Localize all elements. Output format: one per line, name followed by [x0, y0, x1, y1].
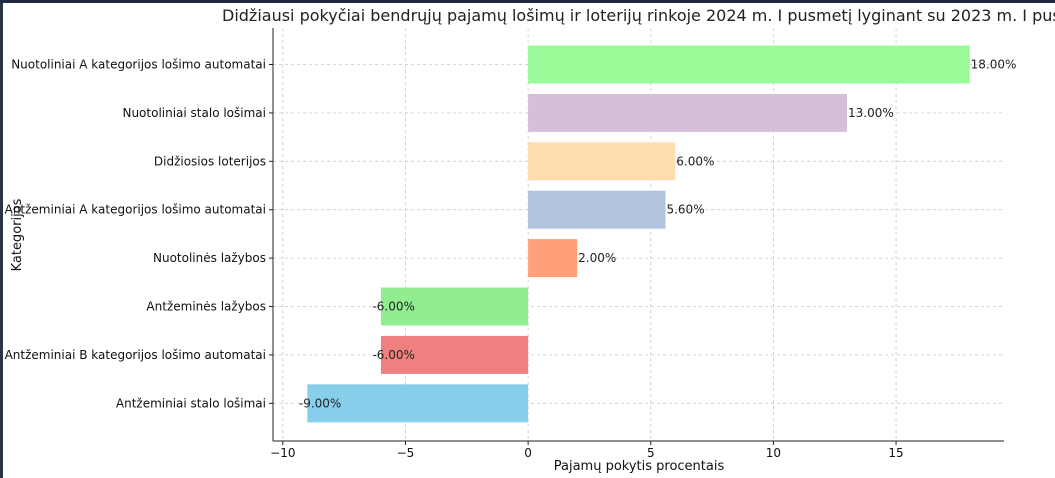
bar	[307, 384, 529, 423]
bar-value-label: -9.00%	[299, 396, 341, 410]
bar	[528, 93, 848, 132]
window-top-edge	[0, 0, 1055, 3]
category-label: Antžeminiai A kategorijos lošimo automat…	[5, 203, 266, 217]
bar-value-label: 5.60%	[666, 203, 704, 217]
x-tick-label: 15	[888, 446, 903, 460]
category-labels: Nuotoliniai A kategorijos lošimo automat…	[5, 58, 273, 410]
bar-value-label: 6.00%	[676, 154, 714, 168]
bar-value-label: -6.00%	[372, 348, 414, 362]
x-tick-label: −5	[397, 446, 415, 460]
category-label: Antžeminės lažybos	[146, 300, 266, 314]
category-label: Nuotoliniai stalo lošimai	[122, 106, 266, 120]
category-label: Antžeminiai stalo lošimai	[116, 396, 266, 410]
bar	[380, 287, 529, 326]
bars	[307, 45, 970, 423]
x-tick-label: −10	[270, 446, 295, 460]
category-label: Antžeminiai B kategorijos lošimo automat…	[5, 348, 266, 362]
bar-value-label: -6.00%	[372, 300, 414, 314]
window-left-edge	[0, 3, 3, 478]
x-axis-ticks: −10 −5 0 5 10 15	[270, 441, 904, 460]
grid-lines	[273, 28, 1004, 441]
data-labels: 18.00% 13.00% 6.00% 5.60% 2.00% -6.00% -6.00% -…	[299, 58, 1017, 411]
bar	[380, 335, 529, 374]
chart-title: Didžiausi pokyčiai bendrųjų pajamų lošim…	[222, 6, 1055, 25]
x-axis-title: Pajamų pokytis procentais	[554, 459, 725, 474]
bar	[528, 45, 970, 84]
x-tick-label: 10	[766, 446, 781, 460]
bar	[528, 190, 666, 229]
bar-value-label: 13.00%	[848, 106, 894, 120]
x-tick-label: 5	[647, 446, 655, 460]
category-label: Nuotolinės lažybos	[153, 251, 266, 265]
bar	[528, 239, 578, 278]
bar	[528, 142, 676, 181]
category-label: Nuotoliniai A kategorijos lošimo automat…	[11, 58, 266, 72]
category-label: Didžiosios loterijos	[154, 154, 266, 168]
bar-value-label: 18.00%	[971, 58, 1017, 72]
x-tick-label: 0	[524, 446, 532, 460]
y-axis-title: Kategorijos	[10, 198, 25, 271]
bar-value-label: 2.00%	[578, 251, 616, 265]
